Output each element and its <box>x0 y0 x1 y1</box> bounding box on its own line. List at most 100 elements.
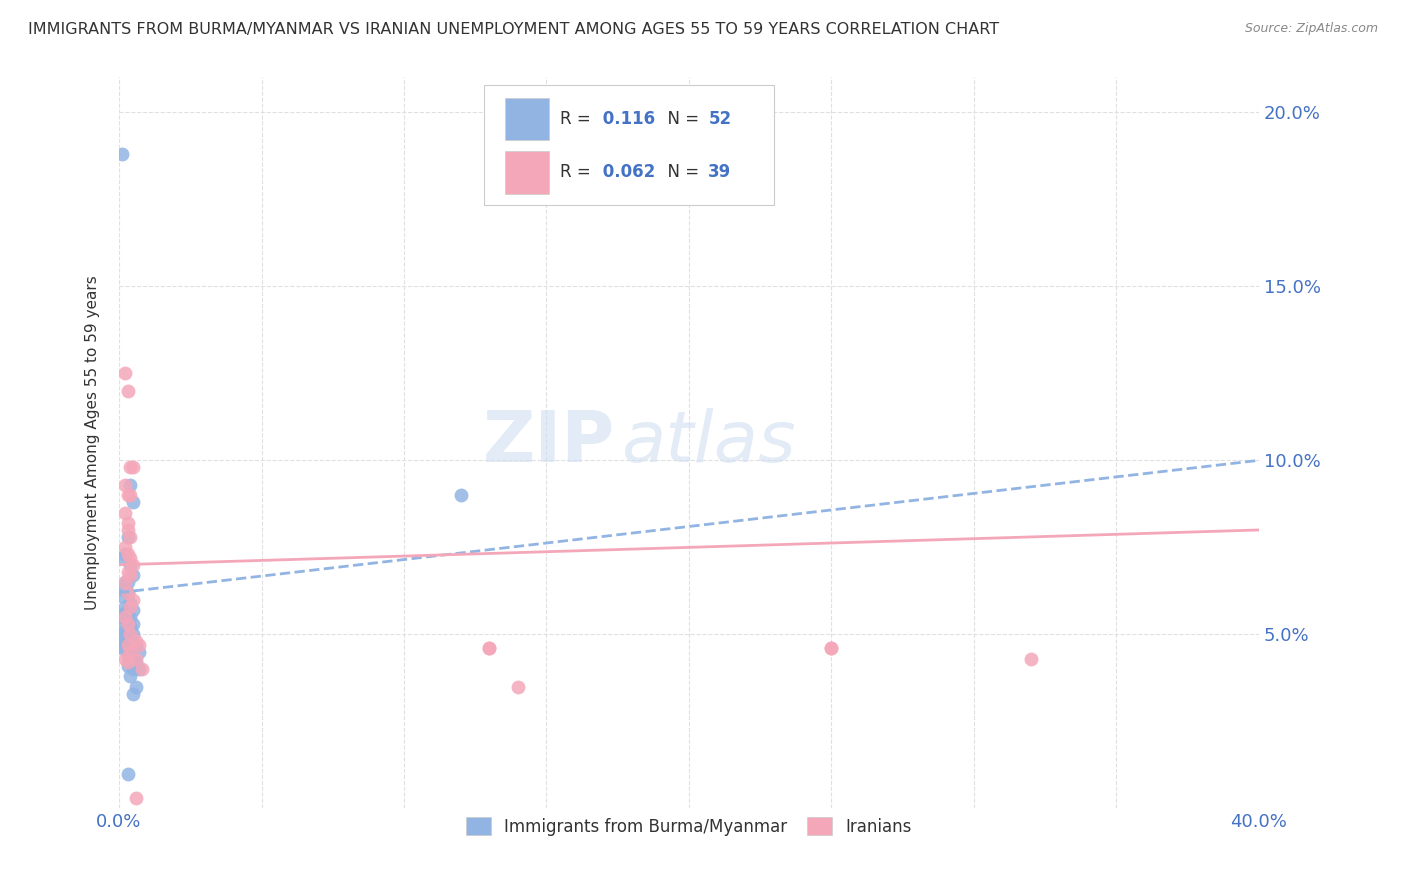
Point <box>122 627 145 641</box>
Point <box>117 655 139 669</box>
Point <box>117 547 139 561</box>
Text: 0.062: 0.062 <box>596 163 655 181</box>
Point <box>111 620 134 634</box>
FancyBboxPatch shape <box>484 85 775 205</box>
Text: 52: 52 <box>709 110 731 128</box>
Point <box>117 638 139 652</box>
Point <box>128 638 150 652</box>
Text: N =: N = <box>657 163 704 181</box>
FancyBboxPatch shape <box>505 98 548 140</box>
Point <box>117 585 139 599</box>
Text: 0.116: 0.116 <box>596 110 655 128</box>
Point <box>128 645 150 659</box>
Point <box>125 791 148 805</box>
Point <box>117 616 139 631</box>
Point <box>450 488 472 502</box>
Point <box>122 460 145 475</box>
Point <box>114 547 136 561</box>
Point <box>131 662 153 676</box>
Point <box>120 627 142 641</box>
Point <box>122 568 145 582</box>
Point <box>111 147 134 161</box>
Point <box>111 550 134 565</box>
Point <box>111 641 134 656</box>
Point <box>120 610 142 624</box>
Text: IMMIGRANTS FROM BURMA/MYANMAR VS IRANIAN UNEMPLOYMENT AMONG AGES 55 TO 59 YEARS : IMMIGRANTS FROM BURMA/MYANMAR VS IRANIAN… <box>28 22 1000 37</box>
Point <box>114 477 136 491</box>
Point <box>122 662 145 676</box>
Point <box>111 607 134 621</box>
Point <box>114 506 136 520</box>
Point <box>117 523 139 537</box>
Point <box>111 634 134 648</box>
Point <box>111 582 134 596</box>
Point <box>506 680 529 694</box>
Point <box>117 616 139 631</box>
Point <box>125 638 148 652</box>
Point <box>114 610 136 624</box>
Point <box>120 645 142 659</box>
Point <box>117 631 139 645</box>
Point <box>120 477 142 491</box>
Point <box>117 384 139 398</box>
Text: Source: ZipAtlas.com: Source: ZipAtlas.com <box>1244 22 1378 36</box>
Point <box>120 634 142 648</box>
Point <box>122 592 145 607</box>
Point <box>117 530 139 544</box>
Point <box>120 669 142 683</box>
Point <box>114 367 136 381</box>
Point <box>117 565 139 579</box>
Point <box>114 652 136 666</box>
Point <box>122 603 145 617</box>
Point <box>122 638 145 652</box>
Text: 39: 39 <box>709 163 731 181</box>
Point <box>122 495 145 509</box>
Point <box>120 488 142 502</box>
Point <box>120 620 142 634</box>
Point <box>478 641 501 656</box>
Point <box>120 645 142 659</box>
Legend: Immigrants from Burma/Myanmar, Iranians: Immigrants from Burma/Myanmar, Iranians <box>457 809 921 844</box>
Point <box>120 627 142 641</box>
Point <box>125 655 148 669</box>
Text: R =: R = <box>560 163 596 181</box>
Point <box>111 589 134 603</box>
Point <box>114 599 136 614</box>
Point <box>114 610 136 624</box>
Point <box>114 624 136 638</box>
Point <box>114 575 136 590</box>
Point <box>820 641 842 656</box>
Point <box>117 648 139 663</box>
Point <box>125 680 148 694</box>
Point <box>120 599 142 614</box>
Text: atlas: atlas <box>620 409 796 477</box>
Point <box>120 655 142 669</box>
Point <box>820 641 842 656</box>
Point <box>117 627 139 641</box>
Text: N =: N = <box>657 110 704 128</box>
Point <box>120 530 142 544</box>
Point <box>120 460 142 475</box>
Point <box>122 652 145 666</box>
Point <box>1019 652 1042 666</box>
Point <box>114 541 136 555</box>
Text: ZIP: ZIP <box>482 409 614 477</box>
Point <box>125 634 148 648</box>
Text: R =: R = <box>560 110 596 128</box>
Point <box>117 575 139 590</box>
Point <box>117 516 139 530</box>
Point <box>120 550 142 565</box>
Point <box>111 631 134 645</box>
Point <box>120 568 142 582</box>
Point <box>117 658 139 673</box>
Point <box>117 638 139 652</box>
Y-axis label: Unemployment Among Ages 55 to 59 years: Unemployment Among Ages 55 to 59 years <box>86 276 100 610</box>
Point <box>122 616 145 631</box>
Point <box>122 558 145 572</box>
Point <box>111 610 134 624</box>
Point <box>117 488 139 502</box>
Point <box>120 558 142 572</box>
Point <box>122 687 145 701</box>
Point <box>114 575 136 590</box>
Point <box>128 662 150 676</box>
